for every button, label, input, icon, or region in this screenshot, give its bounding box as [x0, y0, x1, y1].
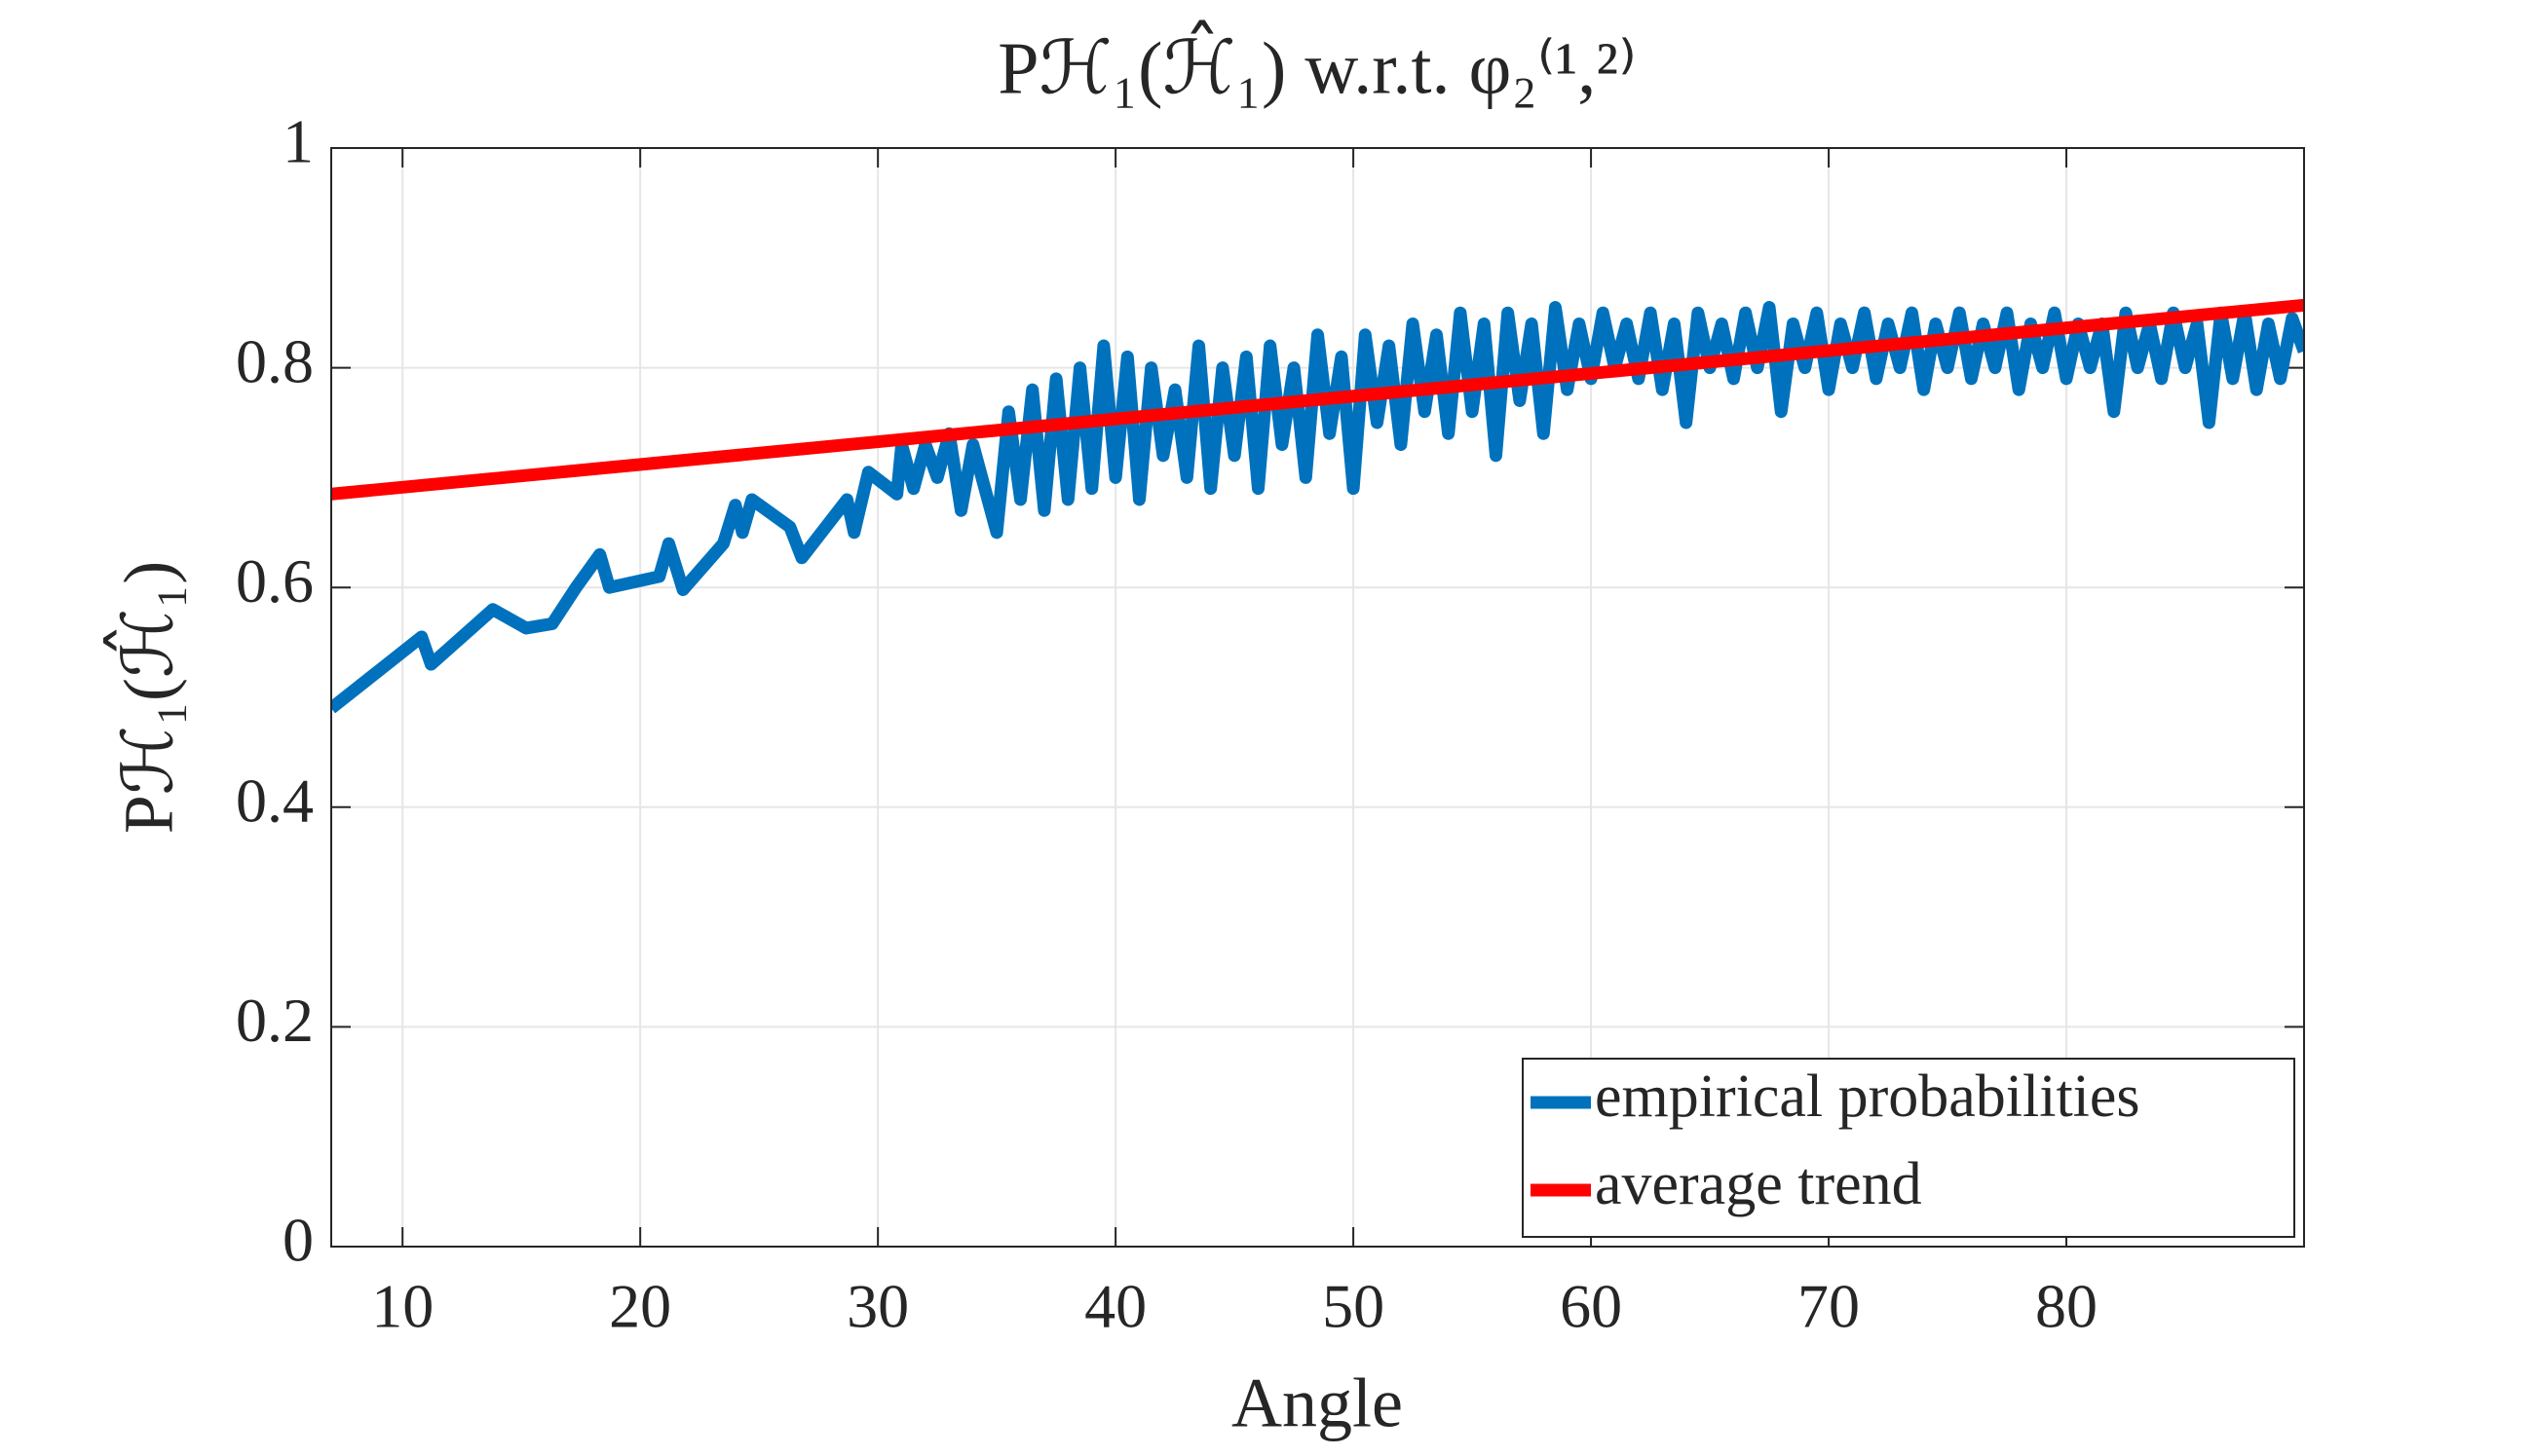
legend-label: average trend	[1595, 1151, 1922, 1217]
y-axis-label: Pℋ₁(ℋ̂₁)	[102, 561, 187, 835]
y-tick-label: 0.2	[236, 986, 314, 1055]
x-tick-label: 50	[1322, 1272, 1384, 1341]
x-axis-label: Angle	[1231, 1364, 1403, 1442]
series-line	[331, 298, 2304, 501]
x-tick-label: 60	[1560, 1272, 1622, 1341]
y-tick-label: 0.4	[236, 765, 314, 835]
y-tick-label: 0.6	[236, 546, 314, 616]
legend-label: empirical probabilities	[1595, 1064, 2140, 1130]
y-tick-label: 1	[283, 107, 314, 176]
x-tick-label: 10	[371, 1272, 434, 1341]
legend-box	[1522, 1058, 2295, 1238]
x-tick-label: 30	[847, 1272, 909, 1341]
series-line	[331, 301, 2304, 714]
y-tick-label: 0.8	[236, 326, 314, 395]
chart-title: Pℋ₁(ℋ̂₁) w.r.t. φ₂⁽¹,²⁾	[998, 20, 1637, 110]
x-tick-label: 80	[2035, 1272, 2098, 1341]
x-tick-label: 70	[1797, 1272, 1860, 1341]
y-tick-label: 0	[283, 1206, 314, 1275]
x-tick-label: 40	[1084, 1272, 1147, 1341]
axes-box	[330, 147, 2305, 1248]
x-tick-label: 20	[609, 1272, 671, 1341]
